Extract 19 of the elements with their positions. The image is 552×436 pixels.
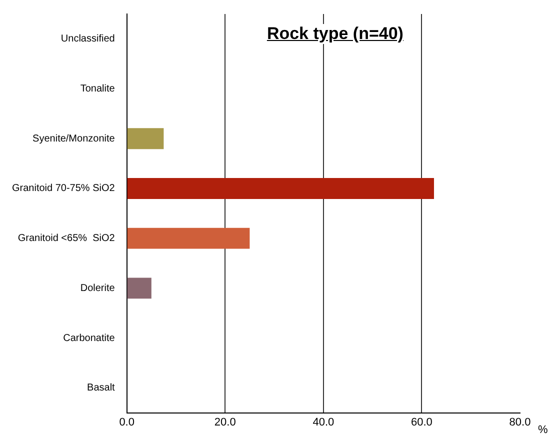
x-tick-label: 60.0: [410, 416, 432, 428]
y-tick-label: Unclassified: [60, 34, 115, 45]
x-tick-label: 20.0: [214, 416, 236, 428]
y-tick-label: Syenite/Monzonite: [32, 133, 116, 144]
bar: [127, 228, 250, 249]
x-tick-label: 80.0: [509, 416, 531, 428]
y-tick-label: Granitoid <65% SiO2: [18, 233, 116, 244]
y-tick-label: Carbonatite: [63, 332, 116, 344]
x-tick-label: 40.0: [312, 416, 334, 428]
text: Rock type (n=40): [264, 24, 406, 44]
y-tick-label: Granitoid 70-75% SiO2: [12, 183, 116, 194]
y-tick-label: Basalt: [87, 382, 116, 394]
y-tick-label: Tonalite: [80, 84, 116, 95]
bar: [127, 278, 152, 299]
bar: [127, 128, 164, 150]
y-tick-label: Dolerite: [80, 282, 116, 294]
x-tick-label: 0.0: [119, 416, 134, 428]
bar: [127, 178, 434, 199]
x-axis-title: %: [538, 424, 548, 436]
